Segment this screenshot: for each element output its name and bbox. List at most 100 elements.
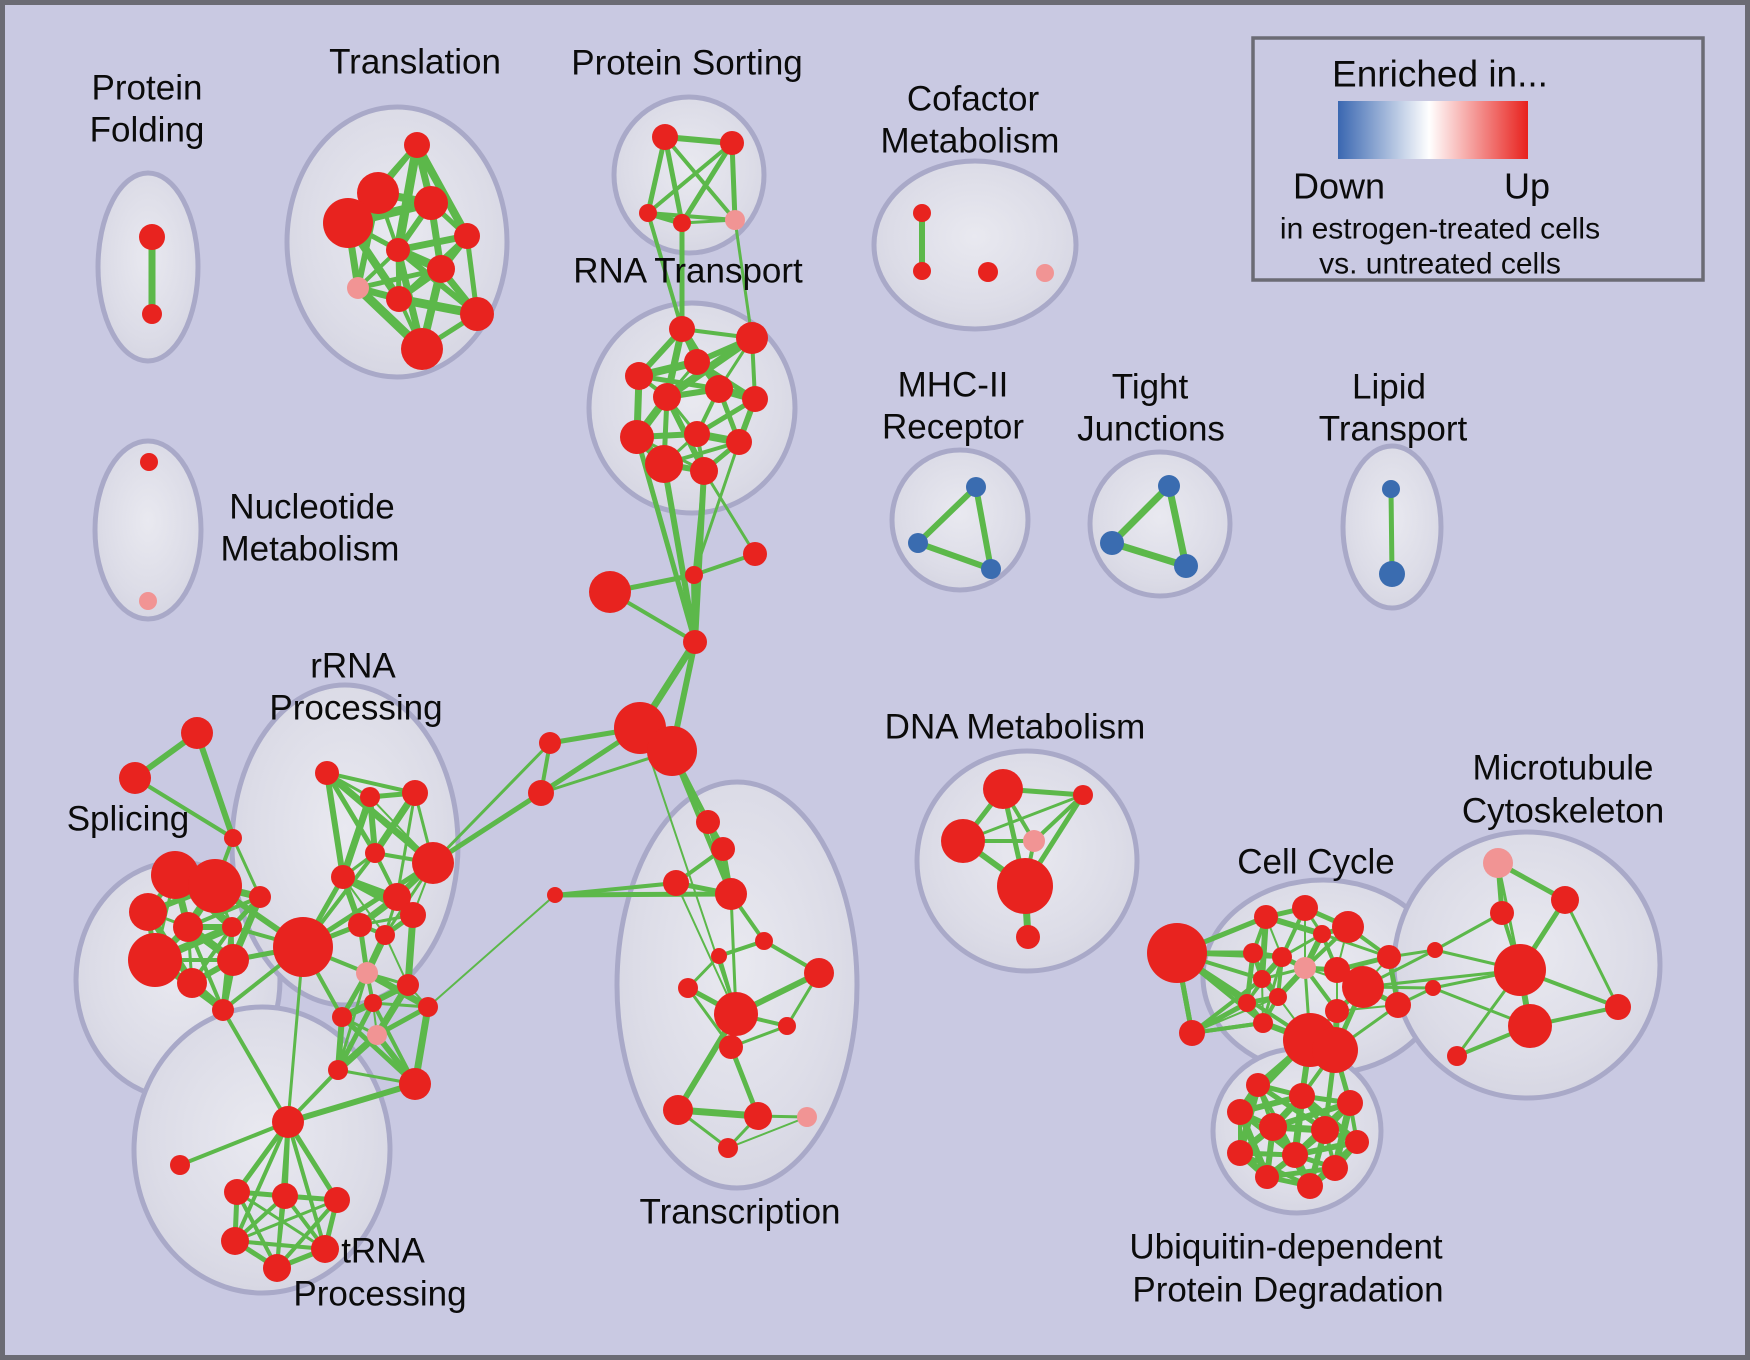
edge [661,461,698,645]
gene-set-node [1292,895,1318,921]
edge [335,1000,376,1073]
edge [1032,793,1085,843]
gene-set-node [1023,830,1045,852]
gene-set-node [397,974,419,996]
gene-set-node [272,1106,304,1138]
gene-set-node [705,375,733,403]
gene-set-node [1147,923,1207,983]
cluster-label-tight-junctions: Junctions [1077,410,1225,449]
gene-set-node [401,328,443,370]
gene-set-node [367,1025,387,1045]
gene-set-node [400,902,426,928]
edge [686,986,733,1049]
gene-set-node [1332,911,1364,943]
gene-set-node [941,819,985,863]
edge [1191,996,1279,1034]
edge [427,894,556,1008]
gene-set-node [997,858,1053,914]
gene-set-node [404,132,430,158]
gene-set-node [1174,554,1198,578]
gene-set-node [683,630,707,654]
gene-set-node [386,238,410,262]
legend: Enriched in... Down Up in estrogen-treat… [1251,36,1705,282]
legend-subtitle-line1: in estrogen-treated cells [1280,213,1600,246]
gene-set-node [181,717,213,749]
edge [324,770,378,856]
gene-set-node [1494,944,1546,996]
gene-set-node [454,223,480,249]
gene-set-node [778,1017,796,1035]
gene-set-node [356,962,378,984]
cluster-ellipse-trna-processing [131,1004,393,1296]
edge [431,741,552,865]
gene-set-node [311,1235,339,1263]
gene-set-node [690,457,718,485]
edge [915,540,994,572]
cluster-label-tight-junctions: Tight [1112,368,1189,407]
gene-set-node [142,304,162,324]
gene-set-node [1311,1116,1339,1144]
gene-set-node [222,917,242,937]
gene-set-node [589,571,631,613]
gene-set-node [414,186,448,220]
gene-set-node [224,829,242,847]
gene-set-node [653,383,681,411]
cluster-label-nucleotide-metabolism: Metabolism [221,530,400,569]
gene-set-node [221,1227,249,1255]
gene-set-node [1158,475,1180,497]
edge [178,1120,290,1167]
gene-set-node [1227,1140,1253,1166]
gene-set-node [1227,1099,1253,1125]
cluster-label-translation: Translation [329,43,501,82]
gene-set-node [151,851,199,899]
cluster-label-transcription: Transcription [640,1193,841,1232]
gene-set-node [1243,943,1263,963]
cluster-label-ubiquitin-degradation: Ubiquitin-dependent [1129,1228,1443,1267]
gene-set-node [1425,980,1441,996]
gene-set-node [725,210,745,230]
gene-set-node [673,214,691,232]
gene-set-node [273,917,333,977]
edge [729,140,738,223]
edge [233,1198,339,1243]
cluster-label-lipid-transport: Transport [1319,410,1468,449]
gene-set-node [1337,1090,1363,1116]
gene-set-node [913,204,931,222]
gene-set-node [399,1068,431,1100]
cluster-label-dna-metabolism: DNA Metabolism [885,708,1146,747]
gene-set-node [685,566,703,584]
gene-set-node [1289,1083,1315,1109]
gene-set-node [1312,1027,1358,1073]
gene-set-node [715,878,747,910]
cluster-ellipse-mhc-ii-receptor [889,447,1031,593]
edge [675,882,737,1015]
gene-set-node [328,1060,348,1080]
gene-set-node [981,559,1001,579]
gene-set-node [645,445,683,483]
gene-set-node [323,198,373,248]
gene-set-node [711,948,727,964]
edge [1108,539,1190,570]
gene-set-node [272,1183,298,1209]
gene-set-node [177,968,207,998]
cluster-ellipse-protein-folding [95,170,201,364]
gene-set-node [1605,994,1631,1020]
gene-set-node [365,843,385,863]
edge [194,730,236,841]
gene-set-node [170,1155,190,1175]
edge [663,135,737,222]
gene-set-node [1100,531,1124,555]
edge [286,1120,327,1251]
gene-set-node [966,477,986,497]
edge [186,925,225,1012]
gene-set-node [364,994,382,1012]
gene-set-node [797,1107,817,1127]
legend-gradient-bar [1338,101,1528,159]
gene-set-node [347,277,369,299]
legend-title: Enriched in... [1332,54,1548,95]
gene-set-node [360,787,380,807]
edge [1433,911,1504,952]
gene-set-node [1377,945,1401,969]
